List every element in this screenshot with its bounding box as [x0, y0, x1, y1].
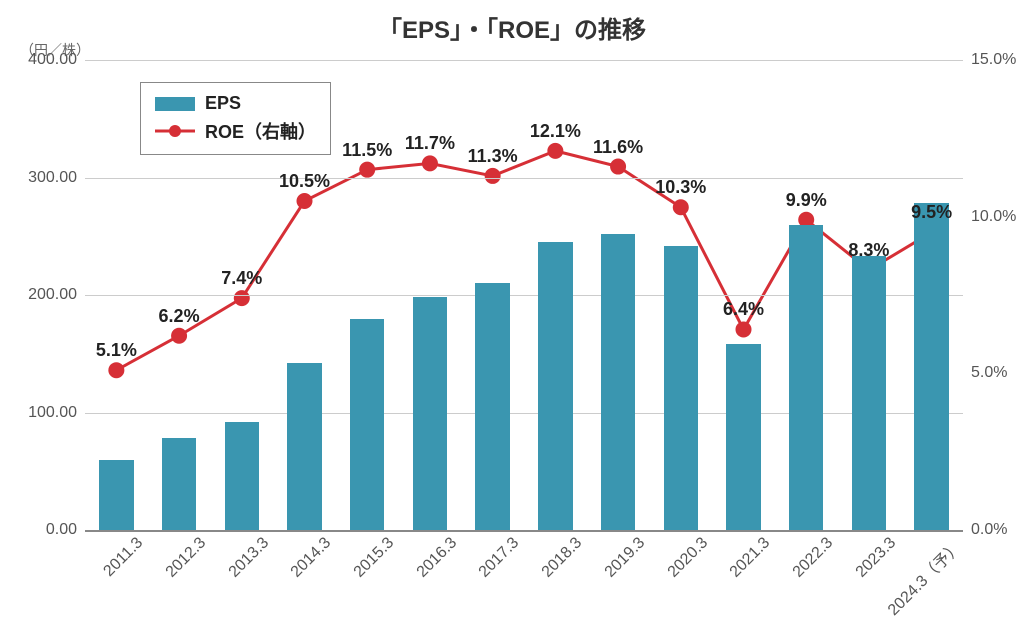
- grid-line: [85, 60, 963, 61]
- roe-marker: [234, 290, 250, 306]
- roe-marker: [171, 328, 187, 344]
- roe-marker: [485, 168, 501, 184]
- roe-data-label: 7.4%: [221, 268, 262, 289]
- roe-data-label: 11.6%: [593, 137, 643, 158]
- legend-eps: EPS: [155, 91, 316, 116]
- legend-roe-label: ROE（右軸）: [205, 118, 316, 144]
- grid-line: [85, 413, 963, 414]
- x-tick-label: 2022.3: [785, 530, 837, 582]
- roe-marker: [547, 143, 563, 159]
- chart-title: 「EPS」・「ROE」の推移: [0, 10, 1024, 45]
- roe-data-label: 9.9%: [786, 190, 827, 211]
- roe-data-label: 5.1%: [96, 340, 137, 361]
- roe-marker: [673, 199, 689, 215]
- eps-bar: [413, 297, 447, 530]
- eps-bar: [914, 203, 948, 530]
- x-tick-label: 2023.3: [848, 530, 900, 582]
- eps-bar: [852, 256, 886, 530]
- roe-data-label: 9.5%: [911, 202, 952, 223]
- eps-bar: [475, 283, 509, 530]
- x-tick-label: 2015.3: [346, 530, 398, 582]
- x-tick-label: 2011.3: [96, 530, 147, 581]
- grid-line: [85, 295, 963, 296]
- x-tick-label: 2021.3: [723, 530, 775, 582]
- legend-roe-swatch: [155, 124, 195, 138]
- y2-tick-label: 15.0%: [963, 51, 1016, 69]
- eps-bar: [350, 319, 384, 531]
- x-tick-label: 2019.3: [597, 530, 649, 582]
- roe-data-label: 10.3%: [655, 177, 706, 198]
- roe-data-label: 10.5%: [279, 171, 330, 192]
- y1-tick-label: 400.00: [28, 51, 85, 69]
- eps-bar: [538, 242, 572, 530]
- roe-marker: [422, 155, 438, 171]
- roe-marker: [297, 193, 313, 209]
- x-tick-label: 2014.3: [284, 530, 336, 582]
- eps-bar: [225, 422, 259, 530]
- roe-data-label: 11.3%: [468, 146, 518, 167]
- y1-tick-label: 300.00: [28, 169, 85, 187]
- eps-bar: [601, 234, 635, 530]
- legend-eps-swatch: [155, 97, 195, 111]
- roe-data-label: 11.7%: [405, 133, 455, 154]
- x-tick-label: 2020.3: [660, 530, 712, 582]
- legend-roe: ROE（右軸）: [155, 116, 316, 146]
- y2-tick-label: 5.0%: [963, 364, 1007, 382]
- y1-tick-label: 200.00: [28, 286, 85, 304]
- chart-container: 「EPS」・「ROE」の推移 （円／株） 0.00100.00200.00300…: [0, 0, 1024, 631]
- roe-data-label: 6.2%: [159, 306, 200, 327]
- grid-line: [85, 178, 963, 179]
- roe-data-label: 8.3%: [848, 240, 889, 261]
- x-tick-label: 2013.3: [221, 530, 273, 582]
- x-tick-label: 2017.3: [472, 530, 524, 582]
- y1-tick-label: 0.00: [46, 521, 85, 539]
- roe-marker: [736, 321, 752, 337]
- legend: EPS ROE（右軸）: [140, 82, 331, 155]
- eps-bar: [664, 246, 698, 530]
- eps-bar: [789, 225, 823, 531]
- eps-bar: [726, 344, 760, 530]
- roe-data-label: 6.4%: [723, 299, 764, 320]
- y1-tick-label: 100.00: [28, 404, 85, 422]
- eps-bar: [287, 363, 321, 530]
- eps-bar: [99, 460, 133, 531]
- x-tick-label: 2018.3: [535, 530, 587, 582]
- eps-bar: [162, 438, 196, 530]
- y2-tick-label: 0.0%: [963, 521, 1007, 539]
- roe-marker: [108, 362, 124, 378]
- x-tick-label: 2016.3: [409, 530, 461, 582]
- y2-tick-label: 10.0%: [963, 208, 1016, 226]
- roe-marker: [610, 159, 626, 175]
- roe-data-label: 11.5%: [342, 140, 392, 161]
- legend-eps-label: EPS: [205, 93, 241, 114]
- roe-data-label: 12.1%: [530, 121, 581, 142]
- roe-marker: [359, 162, 375, 178]
- x-tick-label: 2012.3: [158, 530, 210, 582]
